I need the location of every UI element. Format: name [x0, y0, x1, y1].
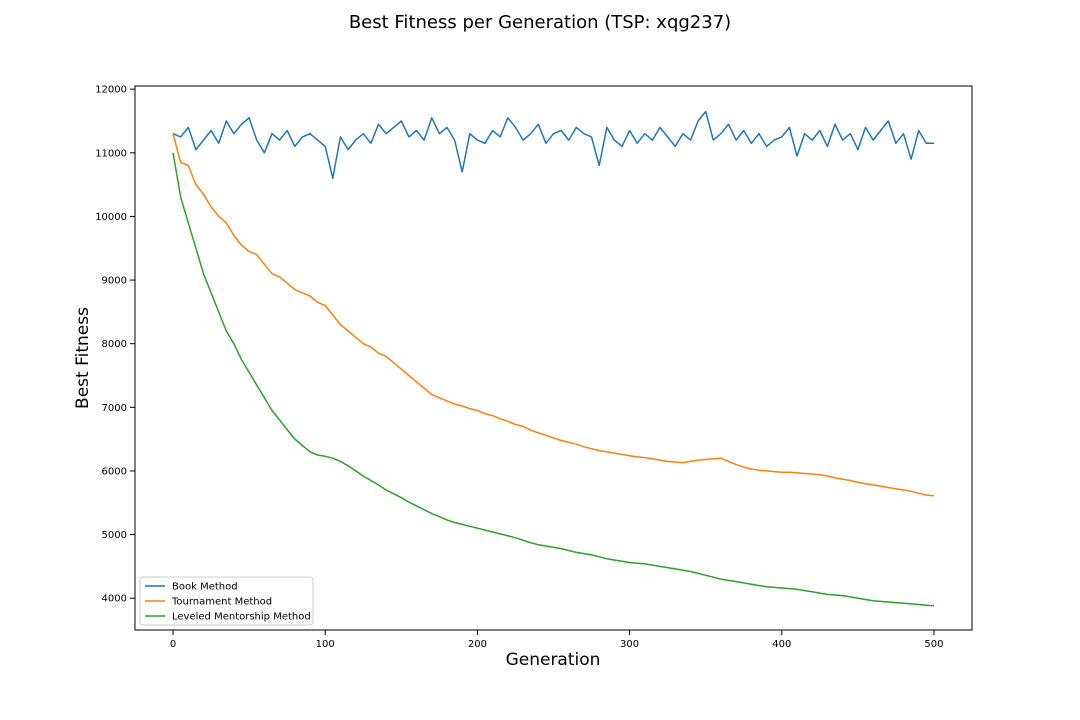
x-tick-label: 400	[772, 639, 791, 650]
series-line-1	[172, 110, 934, 180]
series-line-2	[172, 133, 935, 497]
plot-area-frame	[134, 85, 973, 631]
y-tick-label: 7000	[102, 403, 127, 414]
y-tick-label: 4000	[102, 594, 127, 605]
x-axis-label: Generation	[506, 650, 601, 670]
series-lines	[172, 110, 935, 607]
chart-title: Best Fitness per Generation (TSP: xqg237…	[349, 12, 731, 33]
legend-label: Book Method	[172, 582, 238, 593]
y-tick-label: 9000	[102, 276, 127, 287]
y-tick-label: 8000	[102, 339, 127, 350]
x-axis: 0 100 200 300 400 500	[170, 630, 944, 650]
x-tick-label: 200	[468, 639, 487, 650]
series-line-3	[172, 152, 935, 607]
y-tick-label: 11000	[95, 148, 127, 159]
legend-label: Tournament Method	[171, 597, 272, 608]
x-tick-label: 100	[316, 639, 335, 650]
legend-box	[139, 576, 314, 626]
y-tick-label: 5000	[102, 530, 127, 541]
legend-label: Leveled Mentorship Method	[172, 612, 311, 623]
y-axis: 4000 5000 6000 7000 8000 9000 10000 11000 12000	[95, 85, 135, 605]
y-tick-label: 10000	[95, 212, 127, 223]
y-tick-label: 6000	[102, 466, 127, 477]
x-tick-label: 300	[620, 639, 639, 650]
legend: Book Method Tournament Method Leveled Ment…	[139, 576, 314, 626]
x-tick-label: 0	[170, 639, 176, 650]
x-tick-label: 500	[924, 639, 943, 650]
y-tick-label: 12000	[95, 85, 127, 96]
y-axis-label: Best Fitness	[73, 307, 93, 409]
